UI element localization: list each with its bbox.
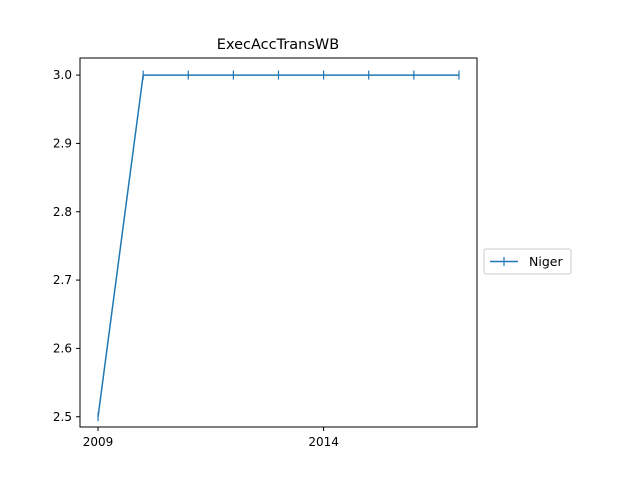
x-tick-label-2009: 2009 xyxy=(83,435,114,449)
y-tick-label-2.5: 2.5 xyxy=(53,410,72,424)
plot-area xyxy=(97,70,460,422)
y-tick-label-3.0: 3.0 xyxy=(53,68,72,82)
y-tick-label-2.9: 2.9 xyxy=(53,136,72,150)
legend-label-niger: Niger xyxy=(529,254,563,269)
axes-frame xyxy=(79,57,478,428)
y-axis: 2.5 2.6 2.7 2.8 2.9 3.0 xyxy=(53,68,80,424)
chart-title: ExecAccTransWB xyxy=(217,37,339,53)
x-tick-label-2014: 2014 xyxy=(308,435,339,449)
legend: Niger xyxy=(483,248,572,275)
y-tick-label-2.7: 2.7 xyxy=(53,273,72,287)
y-tick-label-2.8: 2.8 xyxy=(53,205,72,219)
y-tick-label-2.6: 2.6 xyxy=(53,341,72,355)
legend-box xyxy=(483,248,572,275)
x-axis: 2009 2014 xyxy=(83,427,339,449)
